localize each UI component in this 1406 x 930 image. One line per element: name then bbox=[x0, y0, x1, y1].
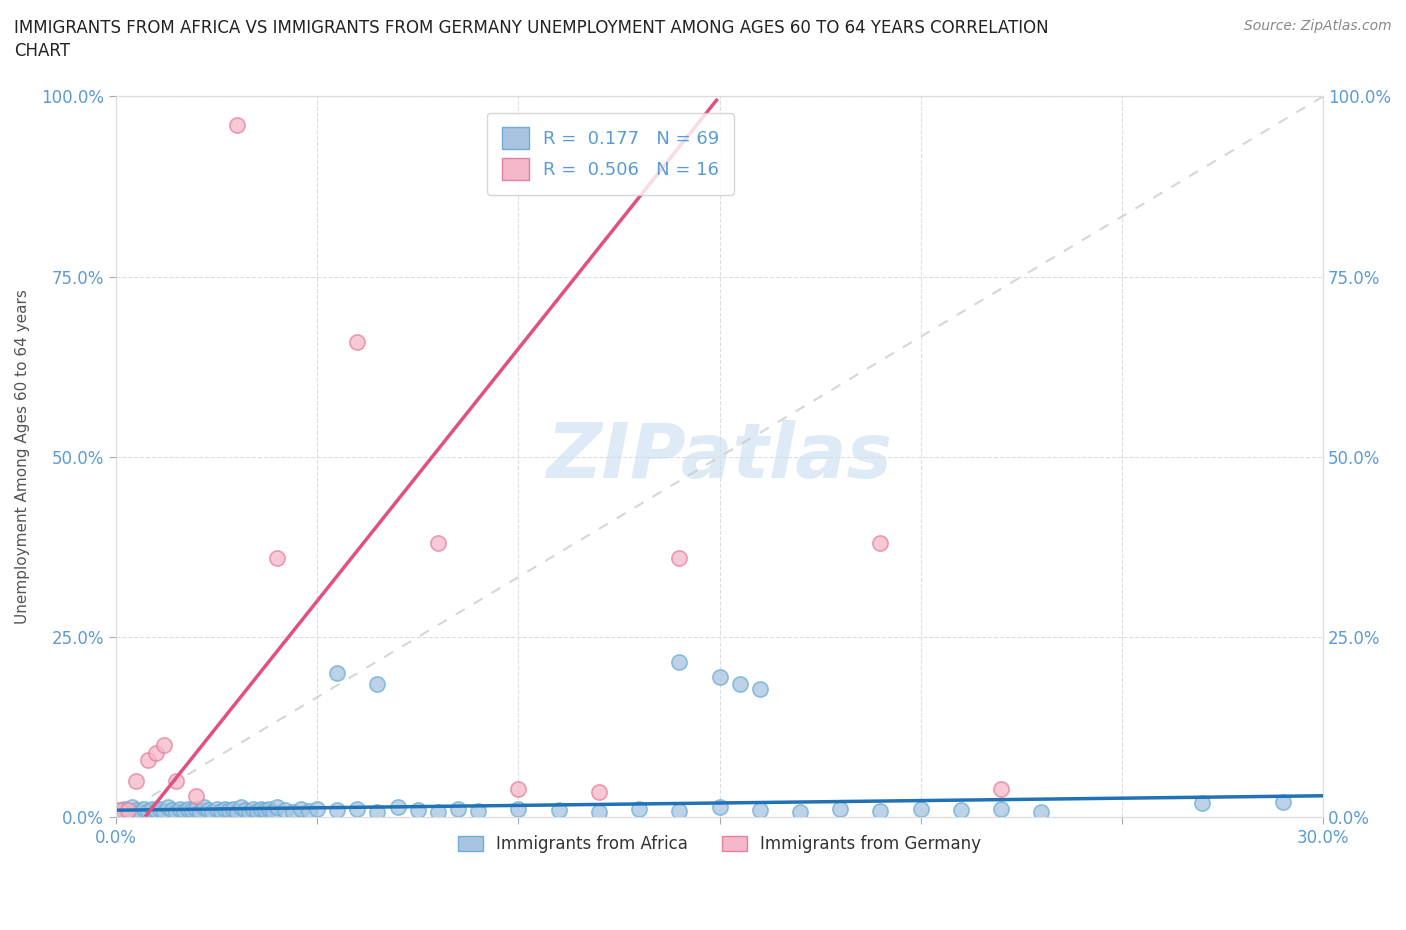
Point bbox=[149, 802, 172, 817]
Legend: Immigrants from Africa, Immigrants from Germany: Immigrants from Africa, Immigrants from … bbox=[451, 829, 987, 859]
Point bbox=[508, 802, 530, 817]
Point bbox=[129, 804, 152, 819]
Point bbox=[201, 804, 224, 819]
Point bbox=[266, 551, 288, 565]
Point bbox=[242, 802, 264, 817]
Point bbox=[748, 682, 770, 697]
Point bbox=[668, 551, 690, 565]
Point bbox=[121, 799, 143, 814]
Point bbox=[157, 799, 180, 814]
Point bbox=[366, 677, 388, 692]
Y-axis label: Unemployment Among Ages 60 to 64 years: Unemployment Among Ages 60 to 64 years bbox=[15, 289, 30, 624]
Text: ZIPatlas: ZIPatlas bbox=[547, 420, 893, 494]
Point bbox=[366, 804, 388, 819]
Text: Source: ZipAtlas.com: Source: ZipAtlas.com bbox=[1244, 19, 1392, 33]
Point bbox=[447, 802, 470, 817]
Point bbox=[229, 799, 252, 814]
Point bbox=[153, 737, 176, 752]
Point bbox=[145, 803, 167, 817]
Point bbox=[1191, 795, 1213, 810]
Point bbox=[326, 803, 349, 817]
Point bbox=[193, 799, 215, 814]
Point bbox=[307, 802, 329, 817]
Point bbox=[346, 802, 368, 817]
Point bbox=[668, 804, 690, 818]
Point bbox=[233, 803, 256, 817]
Point bbox=[709, 799, 731, 814]
Point bbox=[262, 804, 284, 819]
Point bbox=[225, 804, 247, 819]
Point bbox=[238, 804, 260, 819]
Point bbox=[949, 803, 972, 817]
Point bbox=[214, 802, 236, 817]
Point bbox=[205, 802, 228, 817]
Point bbox=[173, 804, 195, 818]
Point bbox=[274, 803, 297, 817]
Point bbox=[628, 802, 651, 817]
Point bbox=[153, 804, 176, 819]
Point bbox=[165, 804, 187, 819]
Point bbox=[910, 802, 932, 817]
Point bbox=[547, 803, 569, 817]
Point bbox=[869, 536, 891, 551]
Point bbox=[181, 803, 204, 817]
Point bbox=[387, 799, 409, 814]
Point bbox=[257, 802, 280, 817]
Point bbox=[225, 118, 247, 133]
Point bbox=[117, 803, 139, 817]
Point bbox=[209, 804, 232, 818]
Point bbox=[426, 804, 449, 819]
Point bbox=[326, 666, 349, 681]
Point bbox=[1031, 804, 1053, 819]
Text: IMMIGRANTS FROM AFRICA VS IMMIGRANTS FROM GERMANY UNEMPLOYMENT AMONG AGES 60 TO : IMMIGRANTS FROM AFRICA VS IMMIGRANTS FRO… bbox=[14, 19, 1049, 60]
Point bbox=[108, 803, 131, 817]
Point bbox=[186, 789, 208, 804]
Point bbox=[990, 781, 1012, 796]
Point bbox=[830, 802, 852, 817]
Point bbox=[467, 804, 489, 818]
Point bbox=[218, 803, 240, 817]
Point bbox=[246, 804, 269, 818]
Point bbox=[177, 802, 200, 817]
Point bbox=[136, 804, 159, 818]
Point bbox=[346, 334, 368, 349]
Point bbox=[112, 802, 135, 817]
Point bbox=[221, 802, 243, 817]
Point bbox=[125, 803, 148, 817]
Point bbox=[249, 802, 271, 817]
Point bbox=[108, 803, 131, 817]
Point bbox=[290, 802, 312, 817]
Point bbox=[253, 803, 276, 817]
Point bbox=[141, 802, 163, 817]
Point bbox=[162, 803, 184, 817]
Point bbox=[728, 677, 751, 692]
Point bbox=[197, 803, 219, 817]
Point bbox=[125, 774, 148, 789]
Point bbox=[136, 752, 159, 767]
Point bbox=[169, 802, 191, 817]
Point bbox=[990, 802, 1012, 817]
Point bbox=[869, 804, 891, 818]
Point bbox=[406, 803, 429, 817]
Point bbox=[298, 804, 321, 818]
Point bbox=[748, 803, 770, 817]
Point bbox=[1271, 794, 1294, 809]
Point bbox=[190, 804, 212, 819]
Point bbox=[426, 536, 449, 551]
Point bbox=[281, 804, 304, 819]
Point bbox=[668, 655, 690, 670]
Point bbox=[588, 785, 610, 800]
Point bbox=[588, 804, 610, 819]
Point bbox=[186, 802, 208, 817]
Point bbox=[117, 804, 139, 819]
Point bbox=[266, 799, 288, 814]
Point bbox=[165, 774, 187, 789]
Point bbox=[132, 802, 155, 817]
Point bbox=[145, 745, 167, 760]
Point bbox=[789, 804, 811, 819]
Point bbox=[709, 670, 731, 684]
Point bbox=[508, 781, 530, 796]
